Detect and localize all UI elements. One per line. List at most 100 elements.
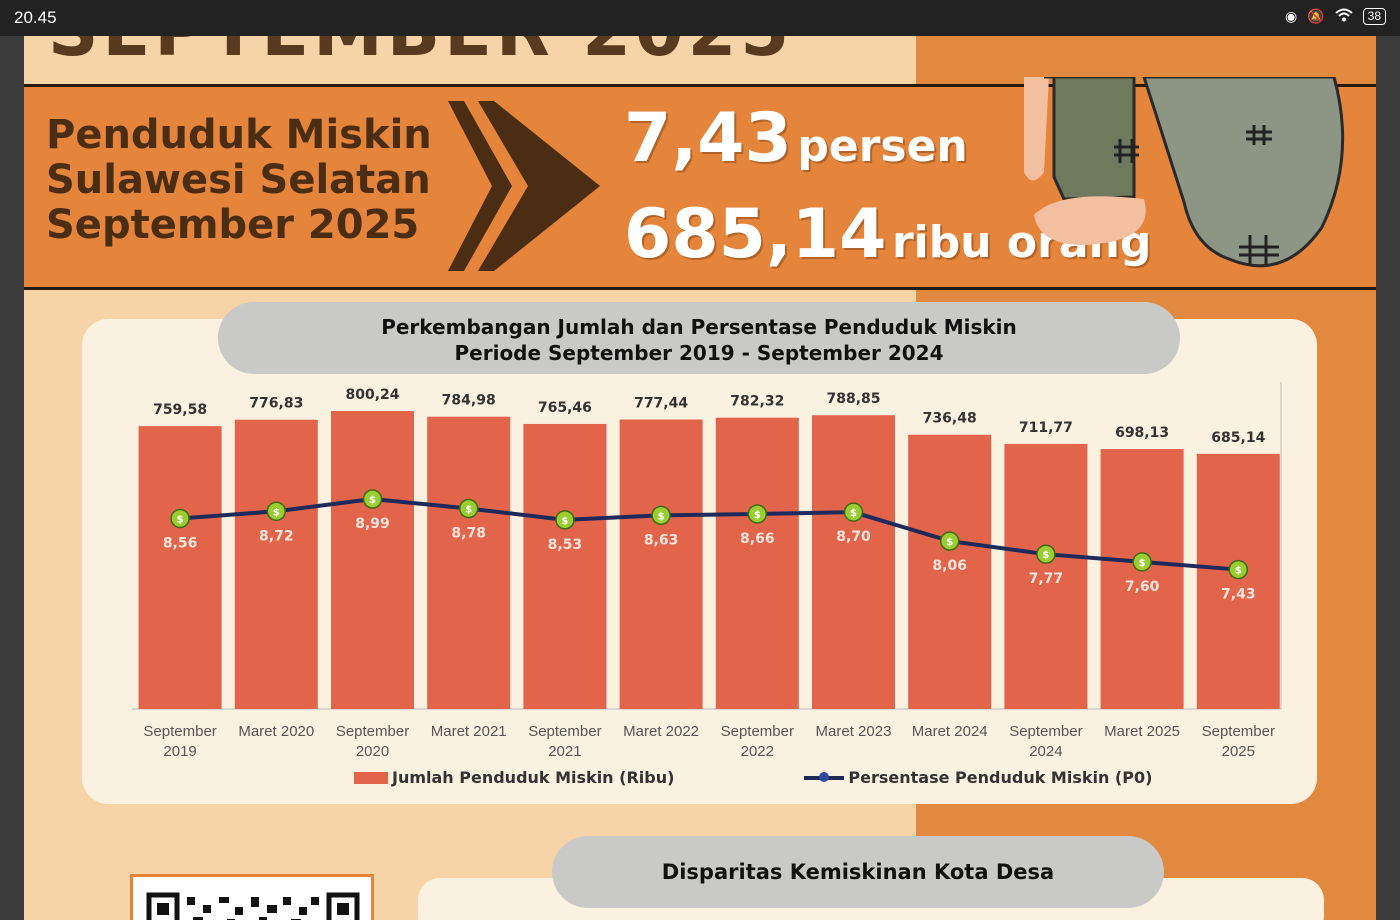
bar [812,415,895,709]
line-data-label: 8,06 [932,558,967,574]
wifi-icon [1334,8,1353,25]
chevron-right-icon [448,101,600,271]
x-tick-label: 2025 [1222,743,1255,760]
disparity-title: Disparitas Kemiskinan Kota Desa [552,836,1164,908]
x-tick-label: September [1009,723,1082,740]
line-data-label: 8,99 [355,516,390,532]
poverty-chart: 759,58 September 2019 776,83 Maret 2020 800,2… [132,382,1282,760]
line-data-label: 8,53 [548,537,583,553]
bar [1100,449,1184,709]
bar [523,423,607,709]
line-data-label: 8,72 [259,528,294,544]
money-bag-symbol: $ [1042,550,1049,561]
bar-data-label: 685,14 [1211,430,1265,446]
x-tick-label: September [721,723,794,740]
bar-data-label: 711,77 [1019,420,1073,436]
qr-code [130,874,374,920]
line-data-label: 7,43 [1221,587,1256,603]
money-bag-icon [1132,552,1152,572]
x-tick-label: Maret 2021 [431,723,507,740]
infographic-page: SEPTEMBER 2025 Penduduk Miskin Sulawesi … [24,36,1376,920]
x-tick-label: 2022 [741,743,774,760]
legend-item-line: Persentase Penduduk Miskin (P0) [804,768,1152,787]
summary-banner: Penduduk Miskin Sulawesi Selatan Septemb… [24,77,1376,290]
chart-title-line1: Perkembangan Jumlah dan Persentase Pendu… [381,315,1017,339]
bar [715,417,799,709]
bar-data-label: 782,32 [730,394,784,410]
line-data-label: 8,63 [644,532,679,548]
money-bag-icon [939,531,960,551]
chart-legend: Jumlah Penduduk Miskin (Ribu) Persentase… [354,768,1152,787]
x-tick-label: Maret 2024 [912,723,988,740]
bar-data-label: 698,13 [1115,425,1169,441]
line-data-label: 7,77 [1029,571,1064,587]
money-bag-icon [1036,544,1056,564]
status-bar: 20.45 ◉ 🔕 38 [0,0,1400,36]
bar [427,416,511,709]
bar [234,419,318,709]
percent-unit: persen [797,121,968,172]
x-tick-label: Maret 2025 [1104,723,1180,740]
line-data-label: 8,78 [451,526,486,542]
bar-data-label: 788,85 [826,391,880,407]
page-title: SEPTEMBER 2025 [48,36,793,72]
money-bag-symbol: $ [1139,558,1146,569]
percent-value: 7,43 [624,99,792,178]
money-bag-icon [651,505,671,526]
x-tick-label: September [336,723,409,740]
x-tick-label: Maret 2020 [238,723,314,740]
bar-data-label: 784,98 [442,393,496,409]
chart-title: Perkembangan Jumlah dan Persentase Pendu… [218,302,1180,374]
legend-bar-label: Jumlah Penduduk Miskin (Ribu) [392,768,675,787]
line-series [179,497,1239,572]
bar [331,411,414,709]
line-data-label: 7,60 [1125,579,1160,595]
line-data-label: 8,70 [836,529,871,545]
x-tick-label: Maret 2023 [816,723,892,740]
money-bag-icon [1228,559,1249,580]
chart-title-line2: Periode September 2019 - September 2024 [454,341,944,365]
legend-item-bar: Jumlah Penduduk Miskin (Ribu) [354,768,674,787]
x-tick-label: 2021 [548,743,581,760]
bar-data-label: 776,83 [249,396,303,412]
legend-line-label: Persentase Penduduk Miskin (P0) [848,768,1153,787]
bar [619,419,703,709]
bar-data-label: 765,46 [538,400,592,416]
money-bag-symbol: $ [561,516,568,527]
person-illustration [1024,77,1345,268]
banner-label-line: September 2025 [46,202,420,248]
bar [1004,443,1088,709]
x-tick-label: 2024 [1029,743,1062,760]
money-bag-icon [458,498,479,519]
money-bag-symbol: $ [946,537,953,548]
money-bag-icon [266,501,287,522]
x-tick-label: September [143,723,216,740]
legend-bar-swatch [354,771,388,784]
money-bag-symbol: $ [658,511,665,522]
bar-data-label: 777,44 [634,395,688,411]
banner-label-line: Sulawesi Selatan [46,157,431,203]
bar [1196,453,1280,709]
money-bag-icon [170,508,190,529]
money-bag-symbol: $ [850,508,857,519]
count-value: 685,14 [624,195,887,274]
bar [908,434,992,709]
money-bag-symbol: $ [1235,566,1242,577]
qr-code-icon [146,892,360,920]
x-tick-label: September [1202,723,1275,740]
money-bag-symbol: $ [369,495,376,506]
poverty-percent-stat: 7,43 persen [624,99,968,178]
money-bag-symbol: $ [754,510,761,521]
line-data-label: 8,66 [740,531,775,547]
line-data-label: 8,56 [163,535,198,551]
nfc-icon: ◉ [1284,8,1298,24]
money-bag-symbol: $ [273,507,280,518]
x-tick-label: 2020 [356,743,389,760]
status-time: 20.45 [14,8,57,27]
x-tick-label: 2019 [163,743,196,760]
bar-data-label: 736,48 [923,411,977,427]
status-icons: ◉ 🔕 38 [1285,8,1386,25]
bar-data-label: 759,58 [153,402,207,418]
bar [138,426,222,709]
money-bag-icon [747,504,768,524]
